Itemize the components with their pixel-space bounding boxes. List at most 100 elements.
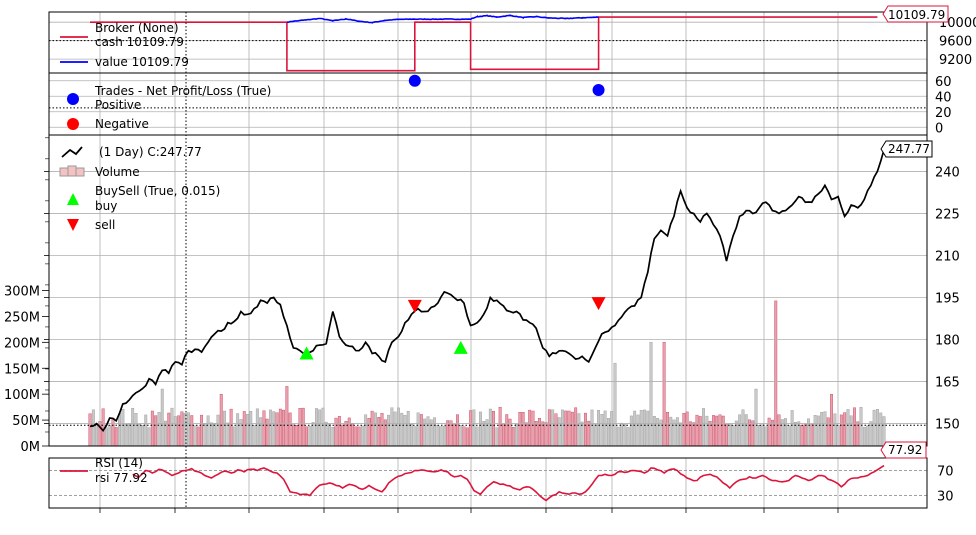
volume-bar xyxy=(341,424,345,447)
volume-bar xyxy=(790,410,794,447)
rsi-legend-title: RSI (14) xyxy=(95,456,143,470)
volume-bar xyxy=(675,417,679,447)
volume-bar xyxy=(600,414,604,447)
trade-point-0 xyxy=(408,74,421,87)
volume-bar xyxy=(163,420,167,447)
volume-bar xyxy=(623,423,627,447)
volume-bar xyxy=(252,425,256,447)
volume-bar xyxy=(692,422,696,447)
volume-bar xyxy=(764,426,768,447)
price-last-value-text: 247.77 xyxy=(888,142,930,156)
volume-bar xyxy=(131,408,135,447)
volume-bar xyxy=(557,417,561,447)
volume-bar xyxy=(354,426,358,447)
volume-bar xyxy=(118,413,122,447)
volume-bar xyxy=(387,414,390,447)
sell-marker-1 xyxy=(407,299,422,313)
volume-bar xyxy=(170,407,174,447)
volume-ytick-label: 100M xyxy=(4,388,40,403)
volume-bar xyxy=(666,412,669,447)
volume-bar xyxy=(610,411,614,447)
volume-bar xyxy=(725,424,728,447)
price-ytick-label: 240 xyxy=(935,165,960,180)
broker-legend-title: Broker (None) xyxy=(95,21,179,35)
volume-bar xyxy=(459,425,463,447)
volume-bar xyxy=(728,423,732,447)
volume-bar xyxy=(278,408,282,447)
volume-bar xyxy=(426,416,430,447)
volume-bar xyxy=(593,424,597,447)
broker-last-value-box xyxy=(882,5,949,23)
volume-bar xyxy=(751,420,755,447)
volume-bar xyxy=(465,427,469,447)
volume-bar xyxy=(741,409,745,447)
sell-marker-3 xyxy=(591,297,606,311)
volume-bar xyxy=(774,300,778,447)
volume-bar xyxy=(200,414,204,447)
rsi-legend-value: rsi 77.92 xyxy=(95,471,148,485)
volume-bar xyxy=(305,426,308,447)
volume-bar xyxy=(629,415,633,447)
price-legend-volume-swatch-mark xyxy=(67,165,77,177)
volume-bar xyxy=(144,414,148,447)
volume-bar xyxy=(518,412,522,447)
volume-bar xyxy=(662,342,666,447)
volume-bar xyxy=(213,423,217,447)
volume-bar xyxy=(137,424,141,447)
volume-bar xyxy=(193,425,197,447)
price-legend-sell: sell xyxy=(95,218,115,232)
trades-legend-positive: Positive xyxy=(95,98,141,112)
volume-bar xyxy=(419,414,423,447)
volume-bar xyxy=(669,416,673,447)
trades-legend: Trades - Net Profit/Loss (True) Positive… xyxy=(67,84,271,131)
volume-bar xyxy=(830,394,833,447)
volume-bar xyxy=(134,413,138,447)
volume-bar xyxy=(334,417,338,447)
volume-bar xyxy=(259,417,263,447)
rsi-last-value: 77.92 xyxy=(880,441,927,459)
volume-bar xyxy=(679,422,682,447)
volume-bar xyxy=(590,409,594,447)
volume-bar xyxy=(397,407,400,447)
volume-bar xyxy=(754,388,758,447)
volume-bar xyxy=(656,418,660,447)
volume-bar xyxy=(400,412,404,447)
volume-bar xyxy=(456,414,459,447)
volume-bar xyxy=(196,426,200,447)
volume-bar xyxy=(538,418,541,447)
volume-bar xyxy=(521,412,525,447)
volume-bar xyxy=(449,420,453,447)
volume-bar xyxy=(777,414,781,447)
price-legend-buy-swatch xyxy=(67,193,79,205)
volume-ytick-label: 250M xyxy=(4,310,40,325)
volume-bar xyxy=(502,423,505,447)
trades-frame xyxy=(48,72,928,136)
trades-legend-negative: Negative xyxy=(95,117,149,131)
volume-bar xyxy=(150,410,154,447)
volume-bar xyxy=(744,414,748,447)
volume-bar xyxy=(561,409,564,447)
volume-bar xyxy=(190,415,194,447)
volume-bar xyxy=(108,424,112,447)
volume-bar xyxy=(846,409,850,447)
volume-bar xyxy=(715,415,719,447)
volume-ytick-label: 150M xyxy=(4,362,40,377)
volume-bar xyxy=(584,412,587,447)
volume-bar xyxy=(229,408,233,447)
volume-bar xyxy=(265,418,269,447)
volume-bar xyxy=(551,409,555,447)
broker-last-value-text: 10109.79 xyxy=(888,8,945,22)
rsi-frame xyxy=(48,457,928,509)
volume-bar xyxy=(370,410,374,447)
volume-bar xyxy=(177,415,181,447)
volume-bar xyxy=(515,424,518,447)
volume-bar xyxy=(393,411,397,447)
price-legend-buysell: BuySell (True, 0.015) xyxy=(95,184,220,198)
volume-bar xyxy=(347,417,351,447)
volume-bar xyxy=(374,412,377,447)
volume-bar xyxy=(498,407,502,447)
volume-bar xyxy=(360,425,364,447)
broker-last-value: 10109.79 xyxy=(882,5,949,23)
price-frame xyxy=(48,134,928,447)
volume-bar xyxy=(472,409,476,447)
